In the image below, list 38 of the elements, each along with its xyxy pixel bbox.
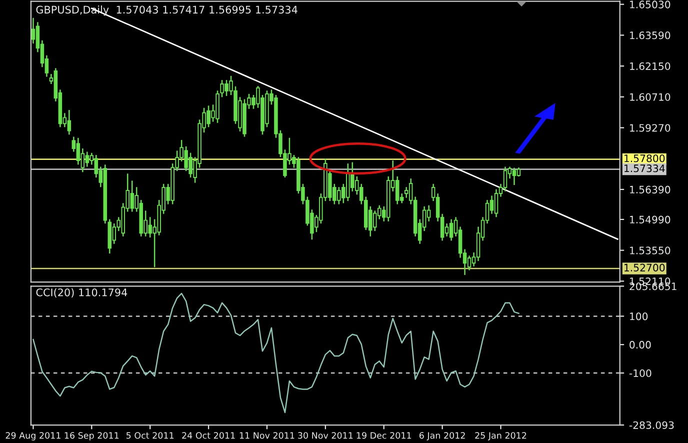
candlestick [395, 176, 400, 205]
candlestick [516, 166, 521, 178]
ref-line-label: 1.57800 [624, 154, 665, 162]
x-tick-label: 19 Dec 2011 [356, 432, 412, 439]
candlestick [67, 109, 72, 136]
x-tick-label: 6 Jan 2012 [419, 432, 465, 440]
candlestick [467, 255, 472, 271]
y-tick-label: 1.54990 [630, 216, 670, 224]
x-tick-label: 16 Sep 2011 [64, 432, 119, 440]
y-tick-label: 1.53550 [630, 246, 670, 254]
y-tick-label: 0.00 [630, 340, 651, 349]
candlestick [494, 188, 498, 218]
ref-line-label: 1.57334 [624, 164, 665, 172]
candlestick [503, 166, 508, 192]
chart-title: CCI(20) 110.1794 [36, 288, 128, 298]
candlestick [112, 222, 116, 244]
y-tick-label: 1.56390 [630, 186, 670, 194]
candlestick [31, 17, 36, 44]
y-tick-label: 1.59270 [630, 124, 670, 132]
x-tick-label: 5 Oct 2011 [126, 432, 174, 439]
y-tick-label: 100 [630, 312, 648, 320]
y-tick-label: 1.65030 [630, 0, 670, 8]
x-tick-label: 30 Nov 2011 [298, 432, 353, 439]
candlestick [85, 151, 90, 168]
y-tick-label: -100 [629, 369, 652, 377]
candlestick [449, 218, 454, 242]
x-tick-label: 11 Nov 2011 [240, 432, 294, 439]
y-tick-label: 1.63590 [630, 32, 670, 40]
y-tick-label: -283.093 [629, 421, 674, 430]
x-tick-label: 29 Aug 2011 [6, 432, 60, 440]
candlestick [404, 186, 408, 198]
ref-line-label: 1.52700 [624, 264, 665, 272]
candlestick [512, 167, 516, 186]
y-tick-label: 1.60710 [630, 93, 670, 101]
y-tick-label: 1.62150 [630, 62, 670, 70]
x-tick-label: 25 Jan 2012 [475, 432, 526, 440]
x-tick-label: 24 Oct 2011 [182, 432, 235, 439]
candlestick [76, 137, 80, 166]
